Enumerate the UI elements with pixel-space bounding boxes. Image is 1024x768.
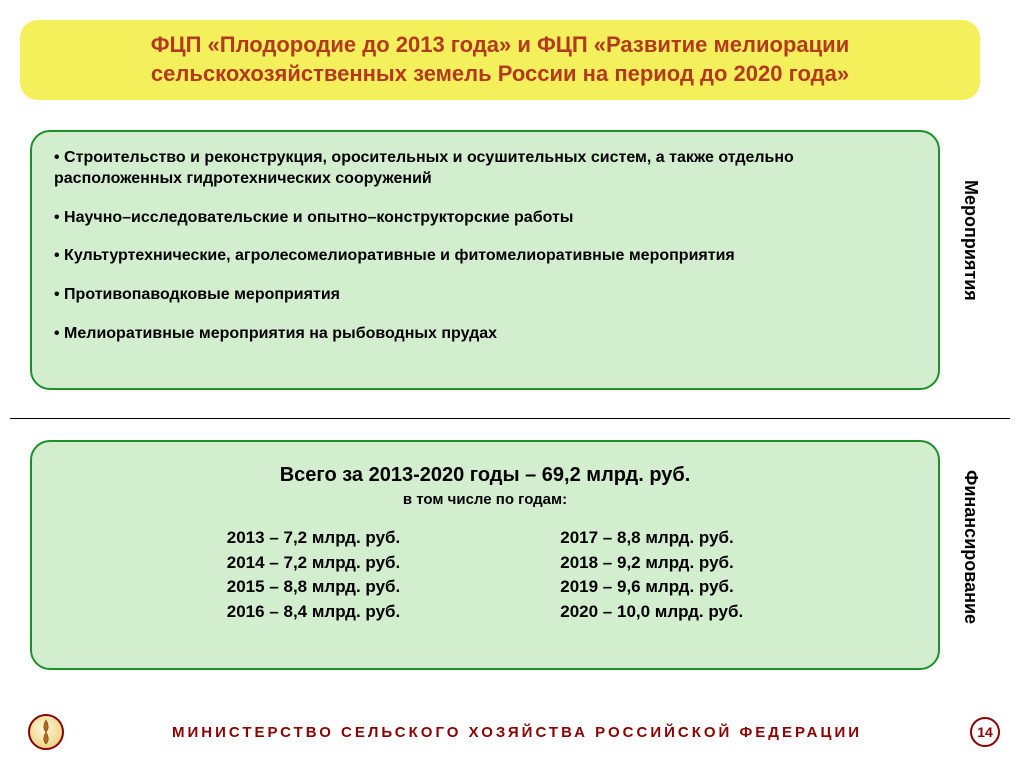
page-number: 14	[970, 717, 1000, 747]
activity-item: • Противопаводковые мероприятия	[54, 285, 916, 306]
financing-side-label: Финансирование	[960, 470, 981, 624]
activity-text: Противопаводковые мероприятия	[64, 286, 340, 303]
divider	[10, 418, 1010, 419]
financing-col-right: 2017 – 8,8 млрд. руб. 2018 – 9,2 млрд. р…	[560, 526, 743, 625]
financing-row: 2015 – 8,8 млрд. руб.	[227, 575, 401, 600]
activities-side-label: Мероприятия	[960, 180, 981, 301]
activity-item: • Строительство и реконструкция, оросите…	[54, 148, 916, 190]
ministry-logo-icon	[28, 714, 64, 750]
financing-row: 2016 – 8,4 млрд. руб.	[227, 600, 401, 625]
financing-panel: Всего за 2013-2020 годы – 69,2 млрд. руб…	[30, 440, 940, 670]
financing-row: 2013 – 7,2 млрд. руб.	[227, 526, 401, 551]
financing-row: 2017 – 8,8 млрд. руб.	[560, 526, 743, 551]
financing-row: 2019 – 9,6 млрд. руб.	[560, 575, 743, 600]
activity-item: • Мелиоративные мероприятия на рыбоводны…	[54, 324, 916, 345]
financing-row: 2020 – 10,0 млрд. руб.	[560, 600, 743, 625]
activity-item: • Культуртехнические, агролесомелиоратив…	[54, 246, 916, 267]
financing-row: 2018 – 9,2 млрд. руб.	[560, 551, 743, 576]
ministry-name: МИНИСТЕРСТВО СЕЛЬСКОГО ХОЗЯЙСТВА РОССИЙС…	[64, 724, 970, 741]
financing-columns: 2013 – 7,2 млрд. руб. 2014 – 7,2 млрд. р…	[54, 526, 916, 625]
activity-text: Строительство и реконструкция, ороситель…	[54, 149, 794, 187]
financing-col-left: 2013 – 7,2 млрд. руб. 2014 – 7,2 млрд. р…	[227, 526, 401, 625]
activity-text: Мелиоративные мероприятия на рыбоводных …	[64, 325, 497, 342]
financing-subtitle: в том числе по годам:	[54, 491, 916, 508]
title-banner: ФЦП «Плодородие до 2013 года» и ФЦП «Раз…	[20, 20, 980, 100]
financing-total: Всего за 2013-2020 годы – 69,2 млрд. руб…	[54, 464, 916, 487]
footer: МИНИСТЕРСТВО СЕЛЬСКОГО ХОЗЯЙСТВА РОССИЙС…	[0, 710, 1024, 754]
activities-panel: • Строительство и реконструкция, оросите…	[30, 130, 940, 390]
activity-item: • Научно–исследовательские и опытно–конс…	[54, 208, 916, 229]
financing-row: 2014 – 7,2 млрд. руб.	[227, 551, 401, 576]
activity-text: Научно–исследовательские и опытно–констр…	[64, 209, 573, 226]
activity-text: Культуртехнические, агролесомелиоративны…	[64, 247, 735, 264]
